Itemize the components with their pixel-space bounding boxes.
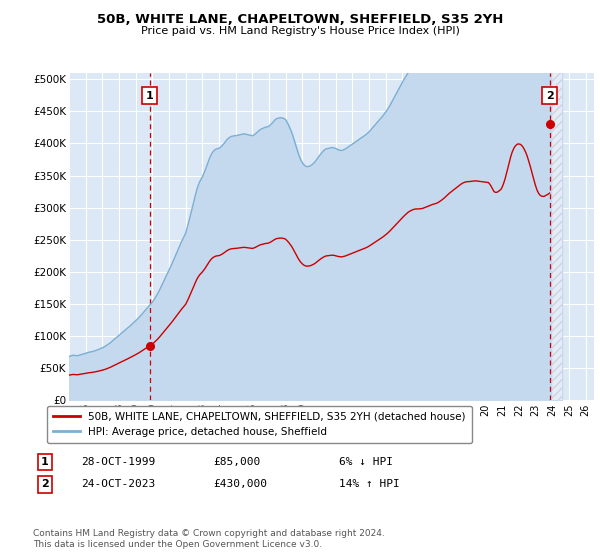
Legend: 50B, WHITE LANE, CHAPELTOWN, SHEFFIELD, S35 2YH (detached house), HPI: Average p: 50B, WHITE LANE, CHAPELTOWN, SHEFFIELD, … bbox=[47, 405, 472, 444]
Text: 28-OCT-1999: 28-OCT-1999 bbox=[81, 457, 155, 467]
Text: Price paid vs. HM Land Registry's House Price Index (HPI): Price paid vs. HM Land Registry's House … bbox=[140, 26, 460, 36]
Text: £85,000: £85,000 bbox=[213, 457, 260, 467]
Text: 1: 1 bbox=[41, 457, 49, 467]
Text: 14% ↑ HPI: 14% ↑ HPI bbox=[339, 479, 400, 489]
Text: 2: 2 bbox=[545, 91, 553, 101]
Text: 6% ↓ HPI: 6% ↓ HPI bbox=[339, 457, 393, 467]
Text: £430,000: £430,000 bbox=[213, 479, 267, 489]
Text: Contains HM Land Registry data © Crown copyright and database right 2024.
This d: Contains HM Land Registry data © Crown c… bbox=[33, 529, 385, 549]
Text: 2: 2 bbox=[41, 479, 49, 489]
Text: 50B, WHITE LANE, CHAPELTOWN, SHEFFIELD, S35 2YH: 50B, WHITE LANE, CHAPELTOWN, SHEFFIELD, … bbox=[97, 13, 503, 26]
Text: 1: 1 bbox=[146, 91, 154, 101]
Text: 24-OCT-2023: 24-OCT-2023 bbox=[81, 479, 155, 489]
